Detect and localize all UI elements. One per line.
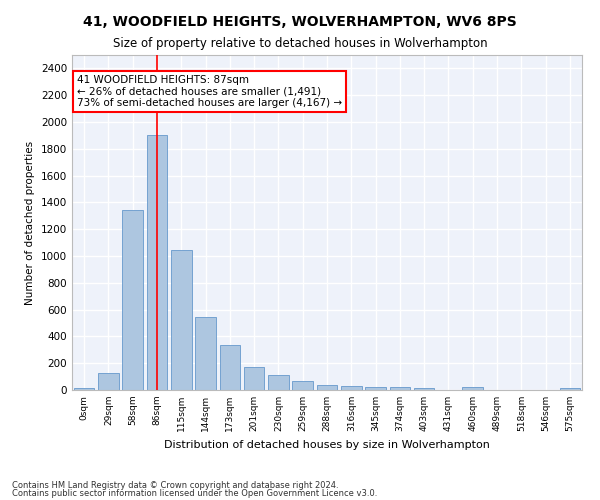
- Y-axis label: Number of detached properties: Number of detached properties: [25, 140, 35, 304]
- Bar: [268, 376, 289, 390]
- Bar: [341, 386, 362, 390]
- Bar: [244, 367, 265, 390]
- Text: 41 WOODFIELD HEIGHTS: 87sqm
← 26% of detached houses are smaller (1,491)
73% of : 41 WOODFIELD HEIGHTS: 87sqm ← 26% of det…: [77, 75, 342, 108]
- Bar: [171, 250, 191, 390]
- Bar: [220, 345, 240, 390]
- Text: Size of property relative to detached houses in Wolverhampton: Size of property relative to detached ho…: [113, 38, 487, 51]
- Bar: [74, 388, 94, 390]
- Bar: [146, 136, 167, 390]
- Text: Contains HM Land Registry data © Crown copyright and database right 2024.: Contains HM Land Registry data © Crown c…: [12, 480, 338, 490]
- Bar: [98, 373, 119, 390]
- Bar: [389, 388, 410, 390]
- Text: Contains public sector information licensed under the Open Government Licence v3: Contains public sector information licen…: [12, 489, 377, 498]
- Bar: [560, 388, 580, 390]
- Bar: [195, 317, 216, 390]
- Bar: [317, 384, 337, 390]
- Bar: [122, 210, 143, 390]
- Text: 41, WOODFIELD HEIGHTS, WOLVERHAMPTON, WV6 8PS: 41, WOODFIELD HEIGHTS, WOLVERHAMPTON, WV…: [83, 15, 517, 29]
- Bar: [365, 386, 386, 390]
- Bar: [414, 388, 434, 390]
- Bar: [463, 386, 483, 390]
- Bar: [292, 382, 313, 390]
- X-axis label: Distribution of detached houses by size in Wolverhampton: Distribution of detached houses by size …: [164, 440, 490, 450]
